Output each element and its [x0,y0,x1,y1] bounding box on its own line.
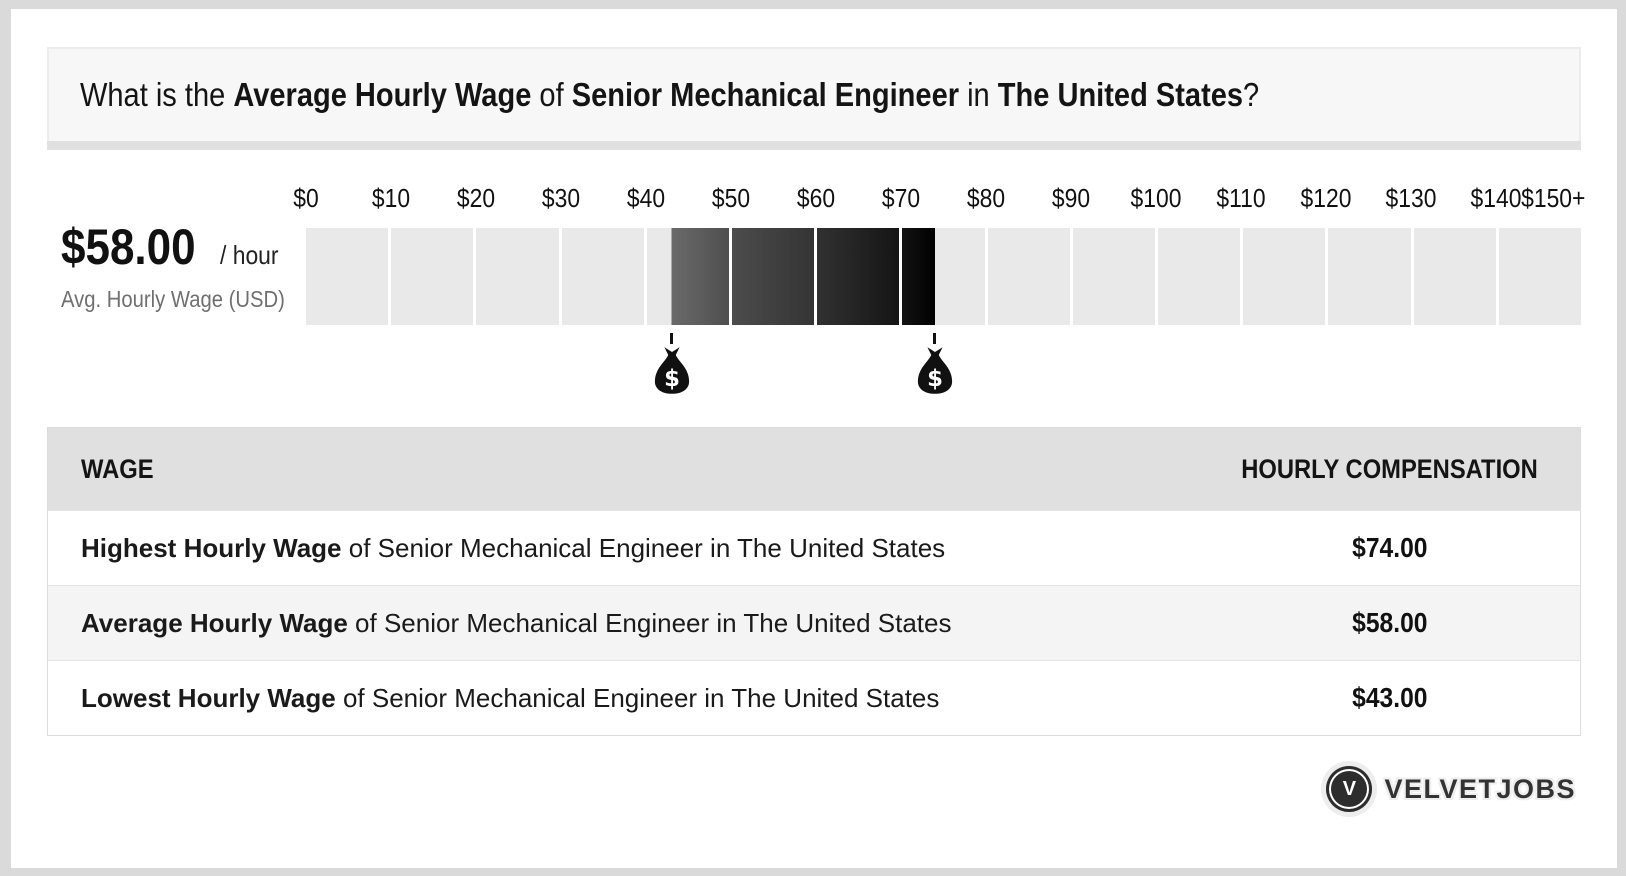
logo-initial: V [1342,777,1357,800]
row-label-bold: Average Hourly Wage [81,607,348,638]
wage-caption-text: Avg. Hourly Wage (USD) [61,286,285,312]
tick-label: $50 [711,183,751,213]
table-row: Average Hourly Wage of Senior Mechanical… [48,585,1580,660]
tick-label: $0 [293,183,319,213]
row-value: $74.00 [1200,532,1580,564]
tick-label: $80 [966,183,1006,213]
table-header-row: WAGE HOURLY COMPENSATION [48,428,1580,510]
tick-label: $140 [1470,183,1522,213]
wage-gauge-section: $58.00 / hour Avg. Hourly Wage (USD) $0 $… [47,183,1585,394]
row-value-text: $58.00 [1352,607,1428,638]
bar-segment [391,228,474,325]
bar-segment [1157,228,1241,325]
question-segment: What is the [80,76,234,113]
money-bag-icon: $ [654,347,689,394]
row-label: Highest Hourly Wage of Senior Mechanical… [48,533,1200,564]
row-label: Average Hourly Wage of Senior Mechanical… [48,608,1200,639]
tick-label: $100 [1130,183,1182,213]
table-row: Lowest Hourly Wage of Senior Mechanical … [48,660,1580,735]
tick-label: $90 [1051,183,1091,213]
brand-name: VELVETJOBS [1384,773,1576,804]
brand-logo: V VELVETJOBS [11,766,1576,812]
question-segment-bold: Average Hourly Wage [233,76,532,113]
tick-label: $60 [796,183,836,213]
column-header-hourly-compensation-text: HOURLY COMPENSATION [1241,453,1539,484]
row-value-text: $43.00 [1352,682,1428,713]
marker-tick [933,333,937,344]
infographic-card: What is the Average Hourly Wage of Senio… [11,9,1617,868]
bar-segment [306,228,389,325]
bar-segment [1328,228,1411,325]
row-label-bold: Highest Hourly Wage [81,532,342,563]
question-title: What is the Average Hourly Wage of Senio… [80,76,1259,114]
question-banner-wrap: What is the Average Hourly Wage of Senio… [47,47,1581,150]
axis-tick-labels: $0 $10 $20 $30 $40 $50 $60 $70 $80 $90 $… [293,183,1585,213]
column-header-wage-text: WAGE [81,453,154,484]
wage-amount-line: $58.00 / hour [61,218,306,276]
tick-label: $30 [541,183,581,213]
wage-scale: $0 $10 $20 $30 $40 $50 $60 $70 $80 $90 $… [293,183,1585,394]
question-segment-bold: The United States [997,76,1244,113]
column-header-wage: WAGE [48,454,1200,485]
tick-label: $150+ [1521,183,1586,213]
svg-text:$: $ [664,366,680,392]
bar-segment [561,228,644,325]
bar-segment [1072,228,1155,325]
marker-tick [670,333,673,344]
tick-label: $70 [881,183,921,213]
wage-caption: Avg. Hourly Wage (USD) [61,286,306,313]
svg-text:$: $ [927,366,943,392]
row-label-bold: Lowest Hourly Wage [81,682,336,713]
tick-label: $120 [1300,183,1352,213]
question-segment: ? [1243,76,1260,113]
bar-segment-highlight-end [902,228,985,325]
question-segment: of [531,76,572,113]
highest-wage-marker: $ [916,333,954,395]
bar-segment [1413,228,1496,325]
question-segment-bold: Senior Mechanical Engineer [571,76,960,113]
velvetjobs-logo-icon: V [1326,766,1373,812]
bar-segment [987,228,1070,325]
bar-segment-highlight-start [646,228,729,325]
row-label: Lowest Hourly Wage of Senior Mechanical … [48,683,1200,714]
wage-range-bar [306,228,1581,325]
bar-segment-highlight [731,228,815,325]
wage-summary: $58.00 / hour Avg. Hourly Wage (USD) [47,184,306,325]
row-value: $43.00 [1200,682,1580,714]
row-label-rest: of Senior Mechanical Engineer in The Uni… [335,682,940,713]
question-segment: in [959,76,998,113]
tick-label: $130 [1385,183,1437,213]
wage-table: WAGE HOURLY COMPENSATION Highest Hourly … [47,427,1581,736]
lowest-wage-marker: $ [653,333,691,395]
tick-label: $10 [371,183,411,213]
bar-segment [1498,228,1581,325]
row-value: $58.00 [1200,607,1580,639]
money-bag-icon: $ [917,347,953,394]
row-label-rest: of Senior Mechanical Engineer in The Uni… [341,532,946,563]
average-wage-amount: $58.00 [61,219,196,275]
row-label-rest: of Senior Mechanical Engineer in The Uni… [347,607,952,638]
row-value-text: $74.00 [1352,532,1428,563]
table-row: Highest Hourly Wage of Senior Mechanical… [48,510,1580,585]
tick-label: $110 [1216,183,1266,213]
question-banner: What is the Average Hourly Wage of Senio… [47,47,1581,141]
bar-segment [1243,228,1326,325]
tick-label: $20 [456,183,496,213]
bar-segment [476,228,559,325]
bar-segment-highlight [817,228,900,325]
wage-unit: / hour [219,240,279,270]
column-header-hourly-compensation: HOURLY COMPENSATION [1200,454,1580,485]
tick-label: $40 [626,183,666,213]
banner-shadow [47,141,1581,150]
